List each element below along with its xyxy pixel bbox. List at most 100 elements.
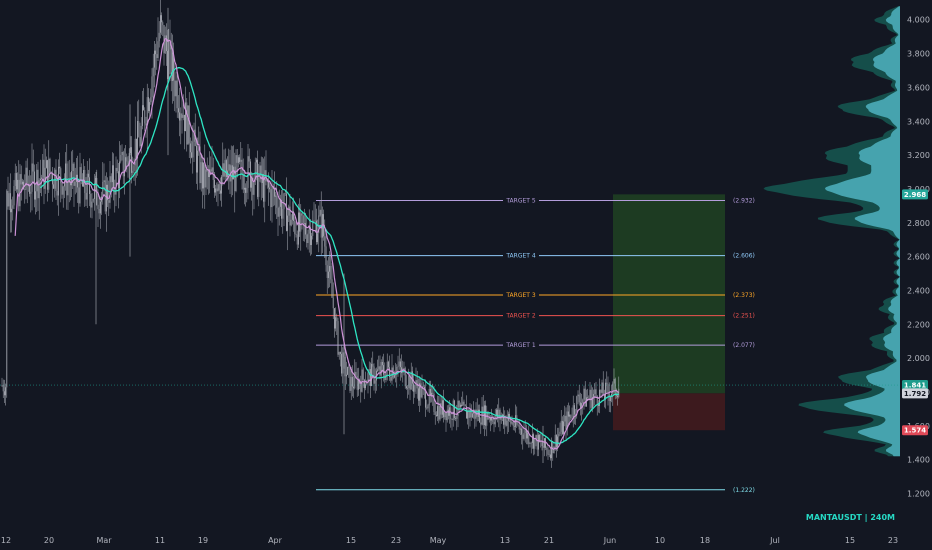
price-candle — [372, 363, 374, 367]
price-badge — [902, 388, 928, 399]
price-candle — [157, 41, 159, 58]
price-candle — [326, 265, 328, 278]
price-candle — [174, 80, 176, 97]
price-candle — [73, 163, 75, 186]
price-candle — [344, 357, 346, 377]
price-candle — [509, 413, 510, 418]
price-candle — [472, 413, 473, 418]
price-candle — [598, 404, 599, 406]
price-candle — [23, 181, 24, 189]
price-candle — [564, 415, 566, 422]
price-candle — [552, 441, 554, 453]
x-tick-label: 12 — [1, 536, 11, 545]
price-candle — [341, 354, 342, 374]
price-candle — [26, 167, 28, 186]
price-candle — [456, 416, 458, 419]
price-candle — [584, 388, 586, 407]
price-candle — [420, 383, 422, 398]
price-candle — [160, 15, 161, 33]
price-candle — [512, 422, 514, 427]
price-badge-text: 1.574 — [904, 427, 926, 435]
price-candle — [418, 388, 419, 401]
price-candle — [390, 377, 392, 381]
price-candle — [511, 422, 513, 424]
price-candle — [271, 186, 273, 208]
price-candle — [284, 193, 286, 194]
price-candle — [184, 115, 185, 131]
price-candle — [578, 394, 580, 403]
y-tick-label: 2.400 — [907, 287, 930, 296]
price-candle — [397, 366, 399, 368]
price-candle — [149, 102, 150, 112]
price-candle — [163, 25, 165, 54]
price-candle — [240, 159, 242, 162]
x-axis[interactable]: 12 20 Mar 11 19 Apr 15 23 May 13 21 Jun 10 18 Jul 15 23 — [1, 536, 898, 545]
price-candle — [520, 428, 521, 430]
price-candle — [354, 371, 356, 389]
price-candle — [608, 393, 610, 401]
price-candle — [49, 158, 51, 173]
price-candle — [618, 388, 620, 398]
price-candle — [274, 188, 275, 197]
price-badge — [902, 380, 928, 391]
price-candle — [612, 383, 614, 394]
price-candle — [190, 143, 191, 153]
price-candle — [214, 179, 215, 193]
price-candle — [239, 157, 240, 162]
price-candle — [277, 207, 279, 217]
price-candle — [404, 368, 406, 387]
price-candle — [221, 176, 222, 194]
price-candle — [545, 438, 546, 448]
price-candle — [528, 432, 530, 444]
price-candle — [53, 184, 54, 189]
price-candle — [36, 169, 38, 192]
price-candle — [246, 187, 248, 193]
price-candle — [457, 400, 459, 417]
price-badge — [902, 425, 928, 436]
price-candle — [247, 156, 249, 188]
price-candle — [468, 410, 470, 418]
price-candle — [331, 279, 333, 298]
price-badge-text: 1.792 — [904, 390, 926, 398]
price-candle — [480, 422, 482, 425]
price-candle — [22, 181, 23, 185]
price-candle — [295, 233, 297, 235]
price-candle — [607, 384, 609, 394]
price-candle — [132, 170, 134, 173]
price-candle — [20, 174, 22, 185]
price-candle — [415, 380, 417, 386]
price-candle — [337, 321, 339, 355]
x-tick-label: 15 — [346, 536, 356, 545]
price-candle — [16, 173, 17, 190]
moving-averages — [14, 38, 620, 450]
price-candle — [119, 161, 120, 189]
symbol-label: MANTAUSDT | 240M — [806, 513, 895, 522]
price-candle — [576, 396, 578, 415]
price-candle — [223, 163, 225, 177]
price-candle — [340, 351, 341, 354]
price-candle — [182, 115, 184, 118]
price-candle — [498, 409, 500, 418]
price-candle — [46, 160, 47, 168]
price-candle — [169, 40, 171, 50]
price-candle — [446, 409, 448, 421]
x-tick-label: Jul — [769, 536, 780, 545]
price-candle — [606, 382, 608, 385]
price-candle — [173, 52, 174, 81]
volume-profile — [763, 6, 900, 457]
price-candle — [139, 137, 141, 147]
price-candle — [32, 163, 34, 172]
price-candle — [35, 191, 36, 200]
price-candle — [82, 179, 83, 187]
price-candle — [43, 159, 45, 189]
price-candle — [365, 384, 366, 389]
y-tick-label: 1.200 — [907, 490, 930, 499]
price-candle — [462, 401, 464, 406]
price-candle — [324, 236, 326, 247]
price-candle — [613, 378, 615, 384]
price-candle — [310, 227, 311, 245]
price-candle — [410, 371, 412, 390]
price-candle — [414, 385, 416, 392]
price-candle — [126, 157, 128, 162]
